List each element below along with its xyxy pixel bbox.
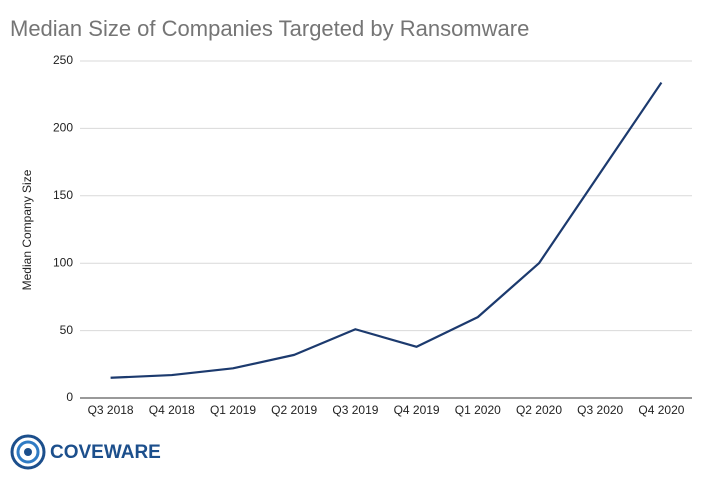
y-tick-label: 0 xyxy=(66,390,73,404)
y-tick-label: 100 xyxy=(53,255,73,269)
x-tick-label: Q4 2020 xyxy=(638,403,684,417)
logo-dot xyxy=(24,448,32,456)
logo: COVEWARE xyxy=(10,434,161,470)
y-tick-label: 200 xyxy=(53,121,73,135)
x-tick-label: Q4 2018 xyxy=(149,403,195,417)
chart-title: Median Size of Companies Targeted by Ran… xyxy=(10,16,529,41)
y-axis-label: Median Company Size xyxy=(20,169,34,290)
y-tick-label: 250 xyxy=(53,53,73,67)
x-tick-label: Q3 2020 xyxy=(577,403,623,417)
y-tick-label: 50 xyxy=(60,323,74,337)
logo-ring xyxy=(10,434,46,470)
x-tick-label: Q1 2020 xyxy=(455,403,501,417)
x-tick-label: Q4 2019 xyxy=(394,403,440,417)
logo-text: COVEWARE xyxy=(50,442,161,463)
x-tick-label: Q3 2019 xyxy=(332,403,378,417)
x-tick-label: Q2 2019 xyxy=(271,403,317,417)
x-tick-label: Q2 2020 xyxy=(516,403,562,417)
logo-ring xyxy=(16,440,40,464)
x-tick-label: Q3 2018 xyxy=(88,403,134,417)
data-line xyxy=(110,81,663,379)
y-tick-label: 150 xyxy=(53,188,73,202)
x-tick-label: Q1 2019 xyxy=(210,403,256,417)
